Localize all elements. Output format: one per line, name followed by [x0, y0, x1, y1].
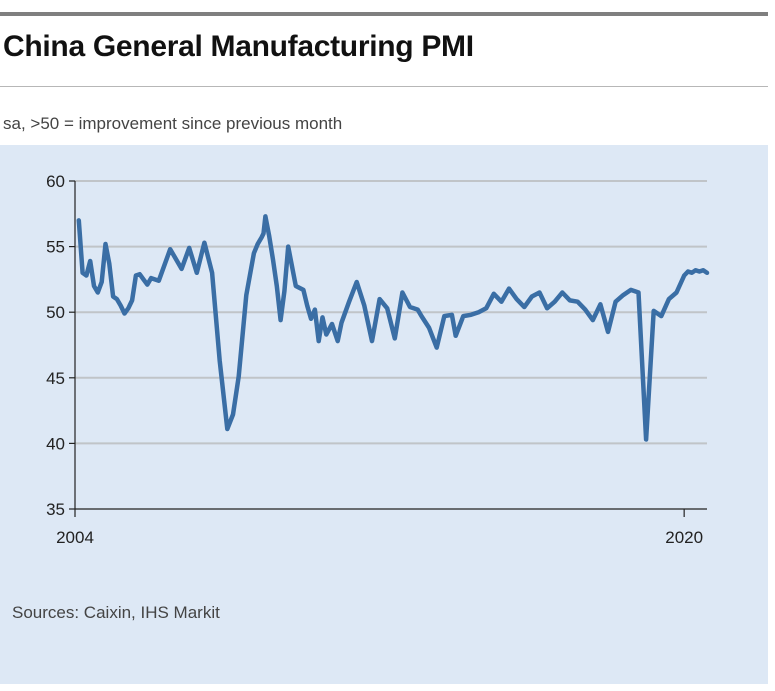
- y-ticks: 60 55 50 45 40 35: [46, 172, 75, 519]
- x-tick-label: 2020: [665, 528, 703, 545]
- title-divider: [0, 86, 768, 87]
- y-tick-label: 35: [46, 500, 65, 519]
- y-tick-label: 60: [46, 172, 65, 191]
- y-tick-label: 50: [46, 303, 65, 322]
- chart-subtitle: sa, >50 = improvement since previous mon…: [3, 114, 343, 133]
- chart-panel: 60 55 50 45 40 35 2004 2020 Sources: Caixin, I…: [0, 145, 768, 684]
- gridlines: [75, 180, 707, 445]
- pmi-line-chart: 60 55 50 45 40 35 2004 2020: [46, 172, 710, 545]
- y-tick-label: 40: [46, 434, 65, 453]
- x-ticks: 2004 2020: [56, 509, 703, 545]
- series-line: [76, 214, 710, 442]
- series: [76, 214, 710, 442]
- source-note: Sources: Caixin, IHS Markit: [12, 603, 220, 622]
- y-tick-label: 45: [46, 369, 65, 388]
- y-tick-label: 55: [46, 238, 65, 257]
- chart-title: China General Manufacturing PMI: [3, 30, 474, 63]
- axes: [74, 181, 707, 510]
- x-tick-label: 2004: [56, 528, 94, 545]
- top-rule: [0, 12, 768, 16]
